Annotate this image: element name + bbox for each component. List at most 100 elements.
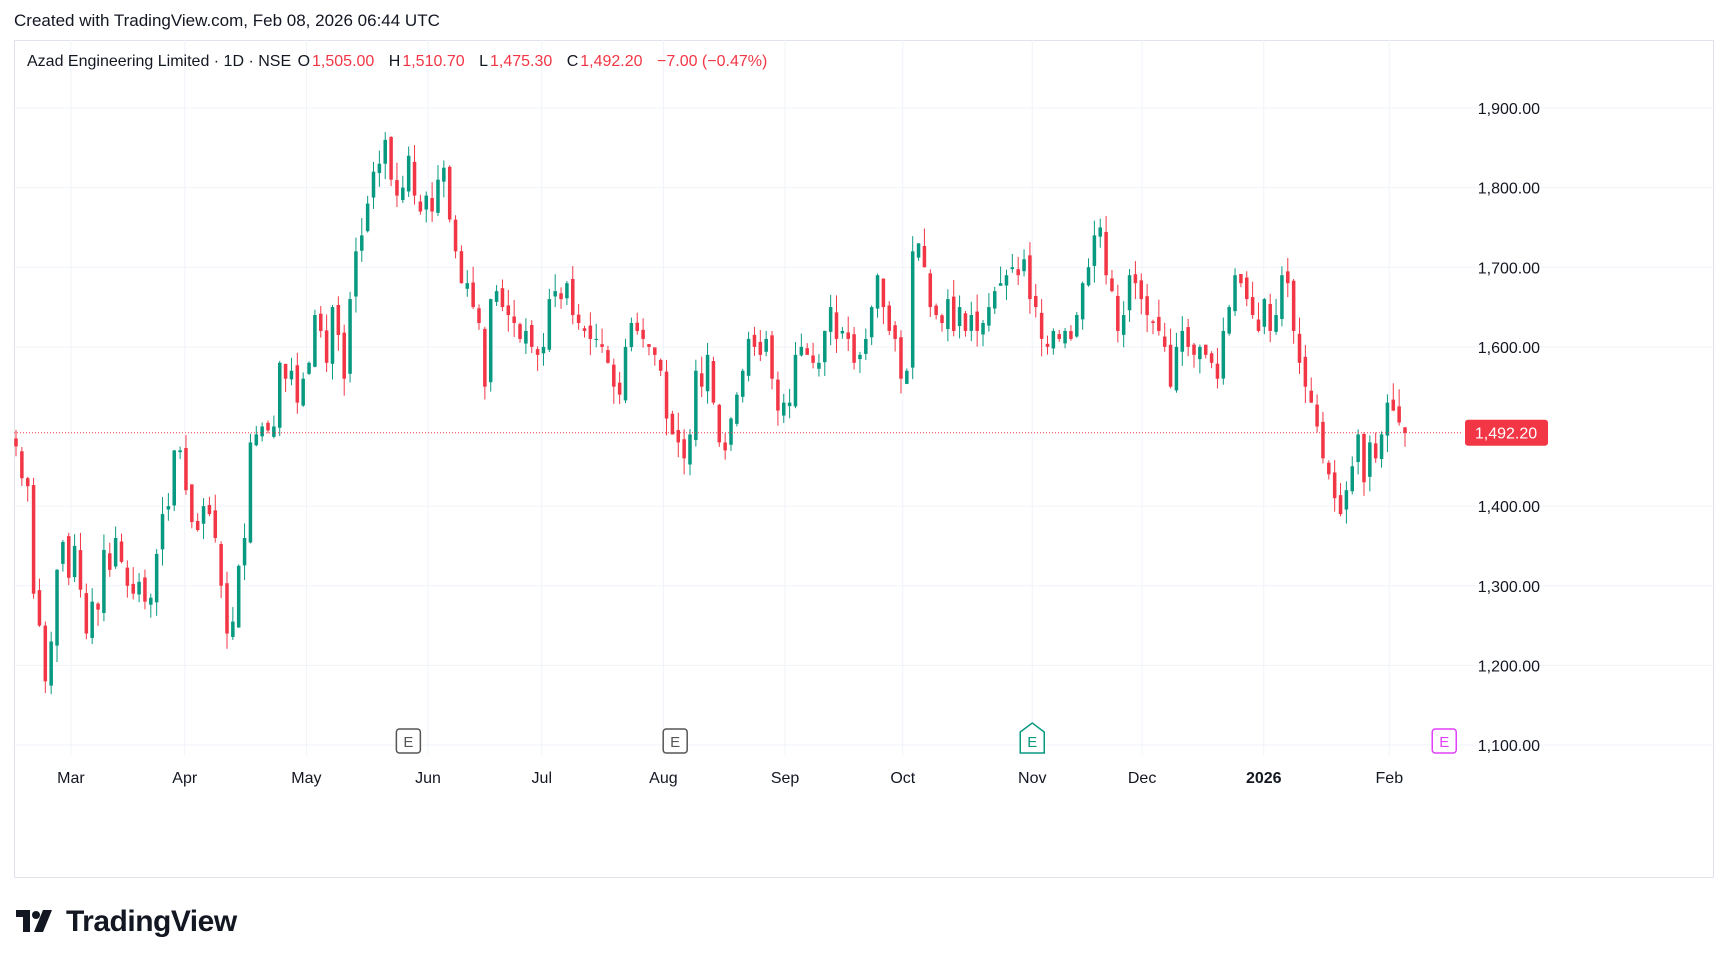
candle-down[interactable] bbox=[846, 332, 850, 339]
candle-up[interactable] bbox=[1098, 227, 1102, 237]
candle-down[interactable] bbox=[430, 198, 434, 212]
candle-down[interactable] bbox=[571, 279, 575, 316]
candle-up[interactable] bbox=[1174, 346, 1179, 391]
candle-up[interactable] bbox=[248, 442, 253, 543]
candle-up[interactable] bbox=[864, 338, 868, 354]
candle-up[interactable] bbox=[348, 299, 352, 374]
candle-down[interactable] bbox=[1373, 443, 1378, 459]
candle-up[interactable] bbox=[735, 394, 739, 424]
candle-down[interactable] bbox=[1338, 495, 1343, 515]
candle-up[interactable] bbox=[172, 450, 176, 506]
candle-up[interactable] bbox=[1121, 315, 1126, 335]
candle-down[interactable] bbox=[582, 328, 587, 331]
candle-down[interactable] bbox=[213, 510, 218, 538]
chart-frame[interactable] bbox=[14, 40, 1714, 878]
candle-down[interactable] bbox=[1303, 356, 1308, 387]
candle-up[interactable] bbox=[166, 506, 171, 510]
candle-down[interactable] bbox=[1045, 343, 1050, 347]
candle-down[interactable] bbox=[84, 593, 89, 634]
candle-down[interactable] bbox=[1151, 321, 1155, 323]
candle-down[interactable] bbox=[207, 505, 212, 515]
candle-up[interactable] bbox=[260, 426, 264, 437]
candle-down[interactable] bbox=[1286, 271, 1290, 284]
candle-up[interactable] bbox=[746, 338, 751, 376]
candle-down[interactable] bbox=[459, 251, 464, 284]
candle-down[interactable] bbox=[1403, 427, 1407, 433]
candle-down[interactable] bbox=[1315, 404, 1319, 427]
candle-down[interactable] bbox=[922, 245, 927, 268]
candle-up[interactable] bbox=[799, 346, 804, 356]
candle-up[interactable] bbox=[377, 163, 382, 174]
candle-down[interactable] bbox=[1039, 312, 1044, 339]
candle-up[interactable] bbox=[787, 402, 792, 407]
candle-up[interactable] bbox=[553, 291, 557, 297]
candle-down[interactable] bbox=[1133, 274, 1138, 284]
candle-down[interactable] bbox=[266, 422, 270, 431]
candle-up[interactable] bbox=[102, 549, 106, 613]
candle-up[interactable] bbox=[740, 370, 745, 397]
candle-down[interactable] bbox=[1116, 295, 1120, 331]
candle-up[interactable] bbox=[137, 581, 141, 595]
candle-up[interactable] bbox=[828, 307, 833, 332]
candle-down[interactable] bbox=[612, 364, 616, 387]
candle-up[interactable] bbox=[442, 167, 446, 182]
candle-down[interactable] bbox=[805, 348, 809, 355]
candlestick-chart[interactable]: 1,900.00 1,800.00 1,700.00 1,600.00 1,400.00… bbox=[0, 0, 1724, 880]
candle-down[interactable] bbox=[887, 305, 892, 331]
earnings-marker[interactable] bbox=[1431, 728, 1457, 754]
candle-up[interactable] bbox=[1075, 315, 1079, 337]
last-price-tag[interactable] bbox=[1465, 419, 1548, 446]
candle-up[interactable] bbox=[1356, 434, 1360, 462]
candle-up[interactable] bbox=[1127, 275, 1132, 311]
candle-up[interactable] bbox=[1180, 330, 1185, 352]
candle-down[interactable] bbox=[588, 325, 593, 339]
candle-up[interactable] bbox=[113, 537, 118, 567]
candle-up[interactable] bbox=[524, 330, 528, 344]
candle-down[interactable] bbox=[108, 553, 112, 570]
candle-up[interactable] bbox=[688, 434, 692, 465]
candle-down[interactable] bbox=[43, 625, 48, 682]
candle-up[interactable] bbox=[1010, 267, 1015, 270]
candle-up[interactable] bbox=[1379, 434, 1384, 460]
candle-down[interactable] bbox=[975, 311, 979, 331]
candle-down[interactable] bbox=[500, 288, 505, 308]
candle-up[interactable] bbox=[946, 299, 950, 329]
candle-down[interactable] bbox=[1209, 353, 1214, 363]
candle-down[interactable] bbox=[1297, 333, 1302, 363]
candle-down[interactable] bbox=[1250, 297, 1255, 316]
candle-up[interactable] bbox=[494, 291, 499, 302]
candle-up[interactable] bbox=[793, 354, 798, 407]
candle-up[interactable] bbox=[992, 291, 997, 309]
candle-up[interactable] bbox=[1385, 402, 1390, 436]
candle-up[interactable] bbox=[1344, 490, 1349, 510]
candle-down[interactable] bbox=[319, 313, 323, 331]
candle-down[interactable] bbox=[752, 334, 757, 347]
candle-down[interactable] bbox=[893, 325, 897, 339]
candle-down[interactable] bbox=[1186, 327, 1190, 347]
candle-up[interactable] bbox=[236, 565, 241, 628]
candle-up[interactable] bbox=[231, 621, 235, 637]
tradingview-brand[interactable]: TradingView bbox=[16, 905, 237, 939]
candle-up[interactable] bbox=[817, 362, 821, 369]
candle-down[interactable] bbox=[225, 583, 229, 634]
candle-down[interactable] bbox=[483, 328, 487, 387]
candle-down[interactable] bbox=[1192, 344, 1196, 355]
candle-up[interactable] bbox=[1051, 330, 1056, 349]
candle-down[interactable] bbox=[412, 161, 417, 196]
candle-up[interactable] bbox=[154, 553, 159, 603]
candle-down[interactable] bbox=[529, 325, 534, 347]
candle-up[interactable] bbox=[1262, 299, 1267, 327]
candle-down[interactable] bbox=[670, 413, 675, 435]
candle-down[interactable] bbox=[934, 305, 938, 316]
candle-up[interactable] bbox=[629, 322, 634, 348]
candle-down[interactable] bbox=[1215, 363, 1220, 379]
earnings-marker[interactable] bbox=[1019, 722, 1045, 754]
candle-up[interactable] bbox=[365, 203, 370, 232]
candle-up[interactable] bbox=[401, 187, 405, 200]
candle-down[interactable] bbox=[682, 439, 686, 459]
candle-down[interactable] bbox=[31, 485, 36, 594]
candle-up[interactable] bbox=[1198, 346, 1202, 360]
candle-down[interactable] bbox=[143, 577, 147, 602]
candle-down[interactable] bbox=[219, 544, 223, 586]
candle-down[interactable] bbox=[1145, 296, 1149, 316]
